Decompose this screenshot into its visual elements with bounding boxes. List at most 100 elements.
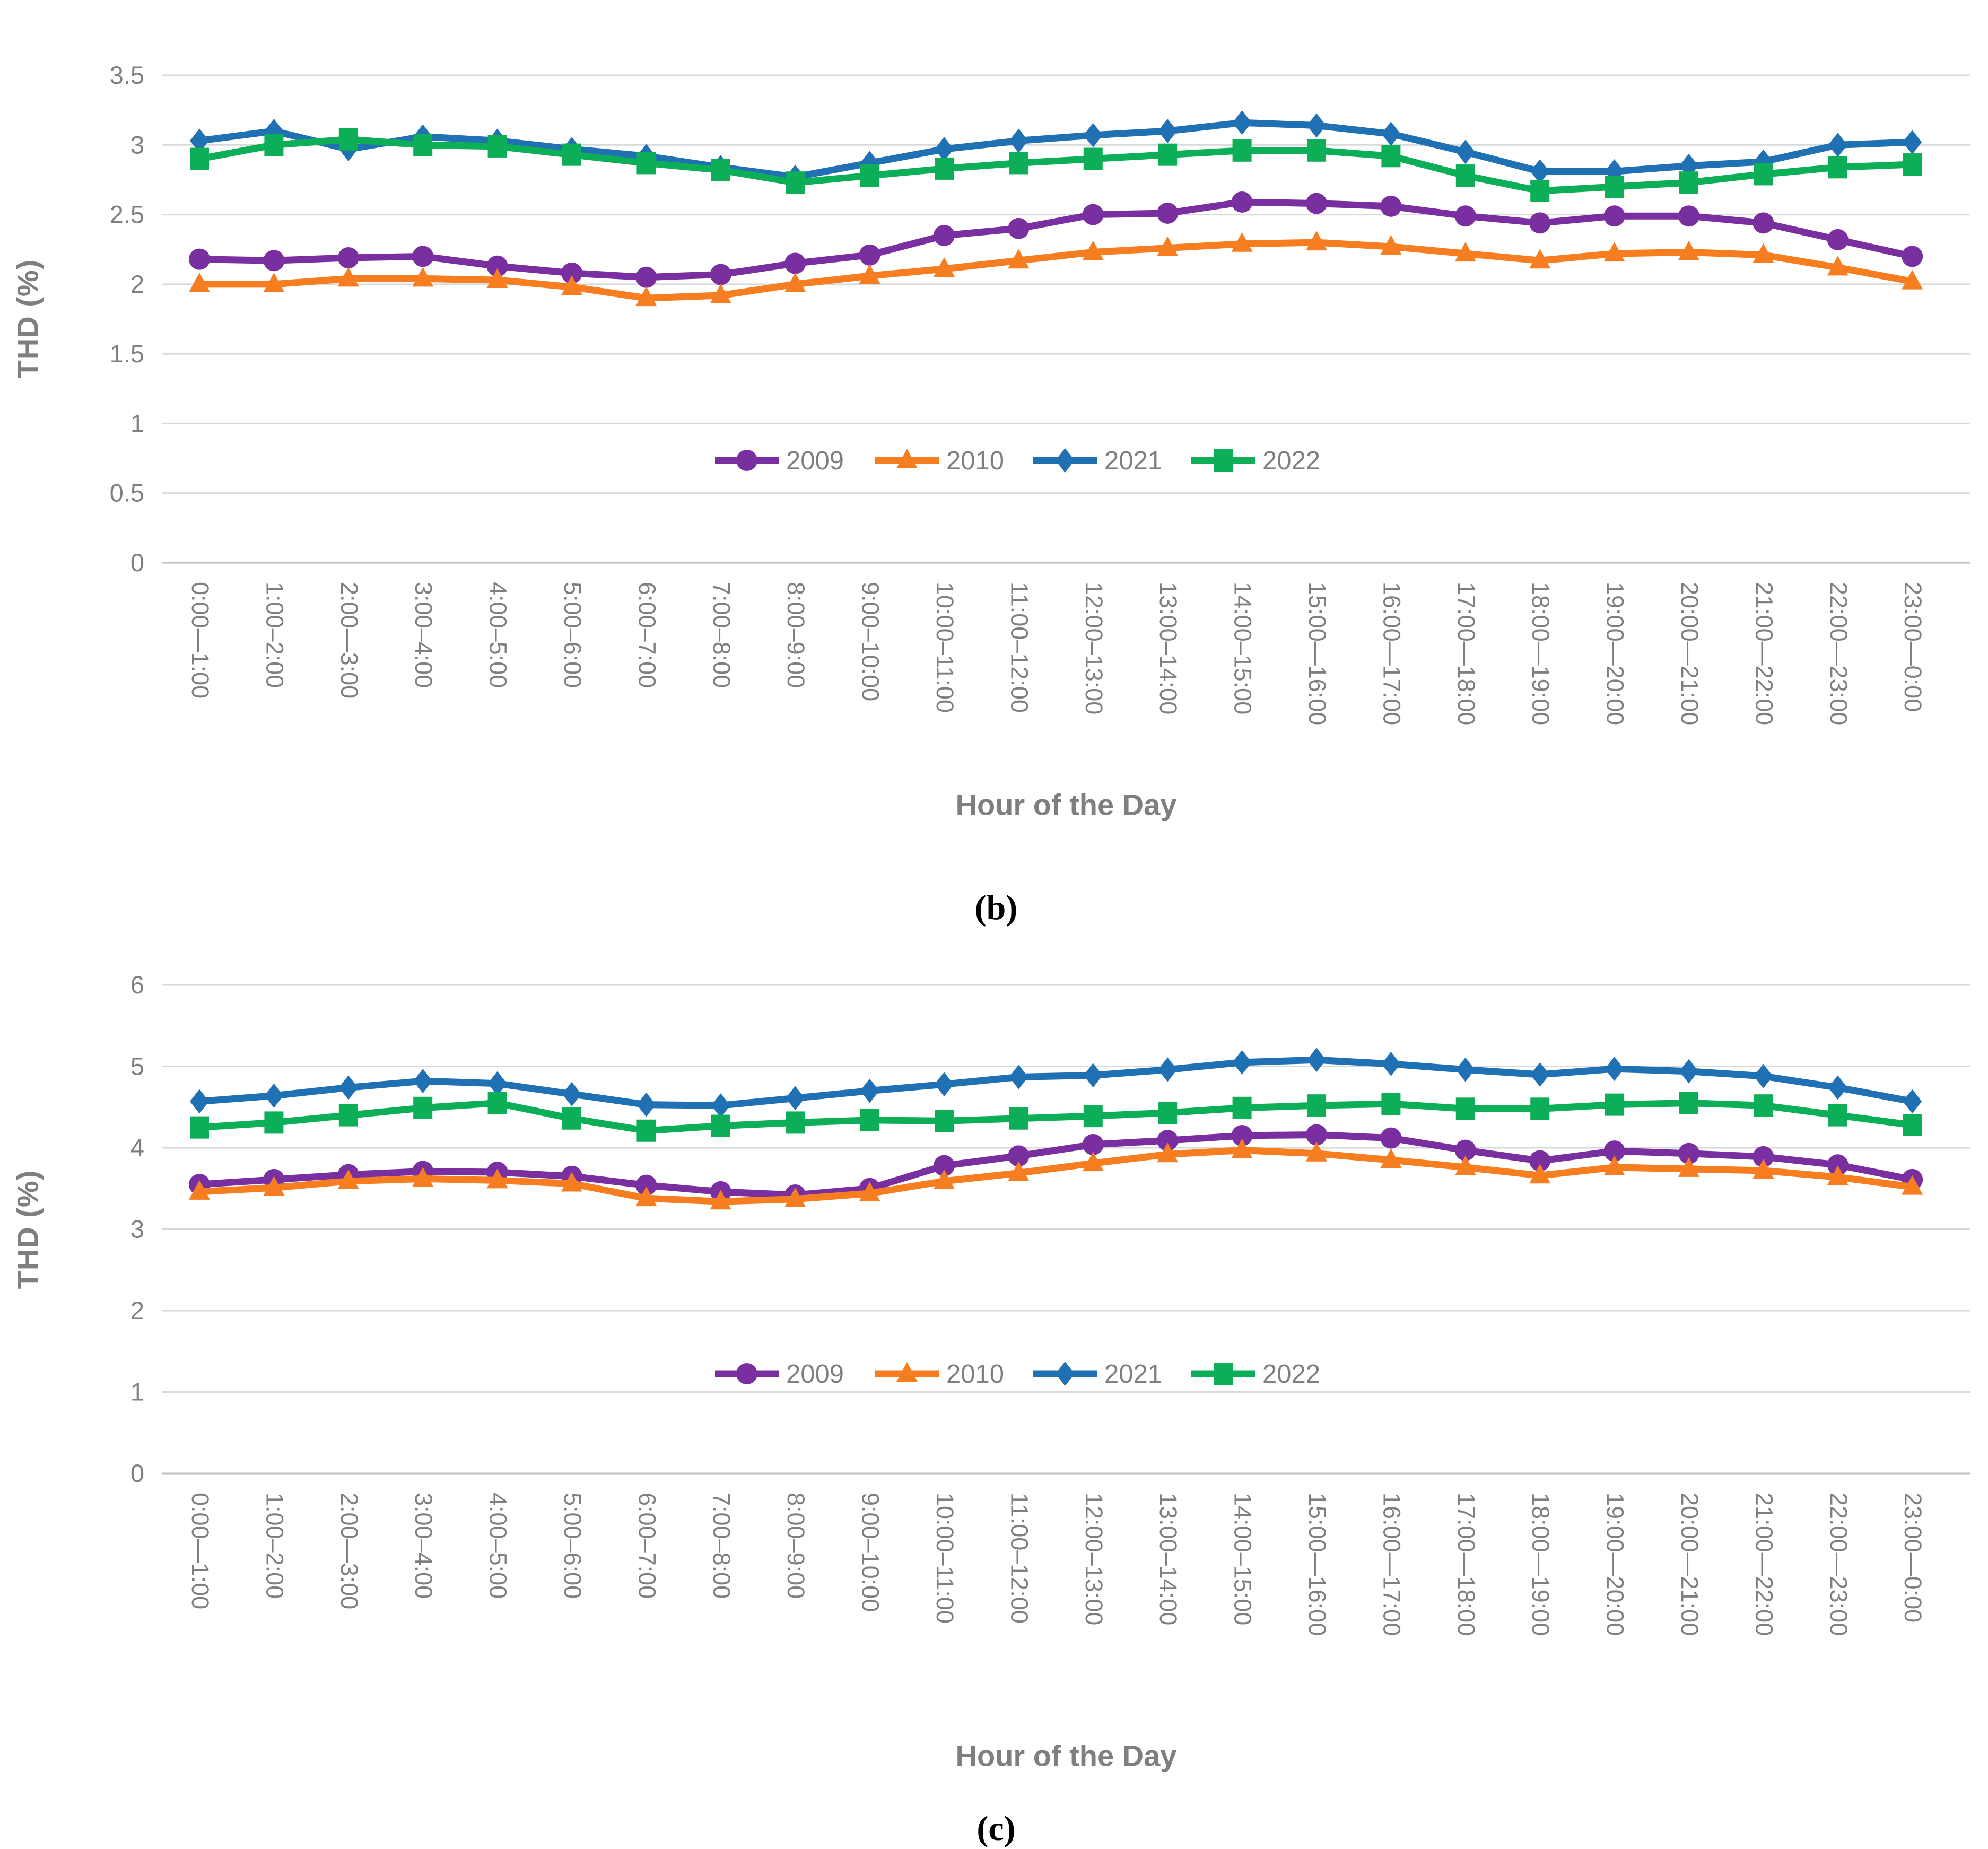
legend-marker-2021 [1056,1362,1075,1386]
x-tick-label: 9:00–10:00 [857,582,884,701]
marker-2009 [1082,204,1104,225]
x-tick-label: 17:00—18:00 [1453,1493,1480,1636]
legend-marker-2022 [1214,1363,1233,1385]
marker-2021 [1307,1048,1326,1072]
marker-2022 [1158,1101,1178,1124]
marker-2021 [1381,1051,1401,1076]
x-tick-label: 11:00–12:00 [1006,582,1033,713]
marker-2010 [486,1168,508,1189]
marker-2010 [1454,1155,1476,1175]
x-tick-label: 10:00–11:00 [931,582,958,713]
y-tick-label: 4 [130,1133,144,1162]
x-tick-label: 22:00—23:00 [1825,1493,1852,1636]
x-tick-label: 8:00–9:00 [782,1493,809,1599]
x-tick-label: 22:00—23:00 [1825,582,1852,725]
marker-2022 [264,134,284,156]
marker-2022 [860,1109,879,1131]
marker-2009 [1380,1127,1402,1149]
marker-2009 [1082,1133,1104,1155]
marker-2010 [1380,1148,1402,1168]
marker-2010 [1678,1157,1699,1177]
marker-2022 [636,1119,656,1142]
x-tick-label: 6:00–7:00 [633,1493,660,1599]
marker-2021 [786,1086,805,1111]
x-tick-label: 19:00—20:00 [1602,1493,1629,1636]
x-tick-label: 4:00–5:00 [485,1493,512,1599]
x-tick-label: 5:00–6:00 [559,1493,586,1599]
marker-2009 [1231,1124,1253,1146]
marker-2009 [561,262,582,284]
marker-2022 [413,134,433,156]
marker-2010 [859,264,880,284]
x-tick-label: 23:00—0:00 [1899,1493,1926,1623]
marker-2022 [1455,1097,1475,1120]
legend-item-2022: 2022 [1191,1360,1320,1389]
x-tick-label: 3:00–4:00 [410,1493,437,1599]
x-tick-label: 14:00–15:00 [1230,582,1257,714]
legend-label-2009: 2009 [786,447,844,475]
marker-2010 [710,1190,731,1210]
x-tick-label: 21:00—22:00 [1750,582,1777,725]
marker-2010 [1678,240,1699,260]
marker-2010 [337,267,359,287]
marker-2022 [1455,164,1475,187]
y-tick-label: 0.5 [110,479,144,507]
marker-2022 [1679,171,1698,194]
marker-2009 [1529,1150,1551,1172]
marker-2022 [1605,176,1624,198]
marker-2022 [1232,1096,1252,1119]
marker-2021 [190,1089,209,1114]
y-axis-title-b: THD (%) [11,259,45,379]
x-axis-title-c: Hour of the Day [955,1739,1177,1773]
marker-2010 [1231,232,1253,252]
marker-2010 [1306,1141,1327,1162]
marker-2009 [189,248,210,270]
marker-2010 [1157,1142,1179,1163]
marker-2021 [562,1082,581,1106]
y-tick-label: 0 [130,1459,144,1487]
x-tick-label: 7:00–8:00 [708,1493,735,1599]
marker-2010 [1529,249,1551,269]
marker-2010 [934,1169,955,1189]
x-tick-label: 17:00—18:00 [1453,582,1480,725]
marker-2022 [1605,1093,1624,1116]
legend-label-2010: 2010 [946,447,1004,475]
marker-2021 [1754,1063,1773,1088]
series-line-2010 [196,1147,1916,1205]
legend-item-2009: 2009 [715,447,844,475]
marker-2010 [1380,234,1402,255]
legend-marker-2022 [1214,449,1233,472]
x-tick-label: 13:00–14:00 [1155,582,1182,714]
x-tick-label: 1:00–2:00 [261,582,288,688]
marker-2022 [190,147,209,170]
marker-2021 [636,1092,656,1117]
marker-2022 [1903,1114,1922,1137]
marker-2021 [1381,121,1401,146]
marker-2021 [1903,130,1922,155]
marker-2010 [1752,243,1774,263]
marker-2009 [784,252,806,274]
x-tick-label: 16:00—17:00 [1378,1493,1405,1636]
marker-2009 [1008,1145,1030,1167]
marker-2009 [486,255,508,277]
marker-2010 [263,1176,285,1196]
marker-2010 [1752,1158,1774,1179]
marker-2009 [934,1155,955,1176]
marker-2010 [710,283,731,303]
marker-2010 [1902,269,1923,290]
y-axis-title-c: THD (%) [11,1170,45,1289]
marker-2022 [1754,1094,1773,1117]
marker-2010 [1157,236,1179,256]
marker-2021 [711,1093,730,1118]
marker-2009 [1306,1124,1327,1146]
marker-2009 [1752,1146,1774,1167]
marker-2010 [1231,1138,1253,1158]
legend-marker-2021 [1056,448,1075,473]
x-tick-label: 19:00—20:00 [1602,582,1629,725]
marker-2010 [1306,231,1327,251]
marker-2022 [562,143,581,166]
marker-2021 [1828,1075,1847,1100]
marker-2010 [1902,1175,1923,1195]
caption-c: (c) [976,1809,1016,1848]
marker-2021 [1455,1057,1475,1082]
